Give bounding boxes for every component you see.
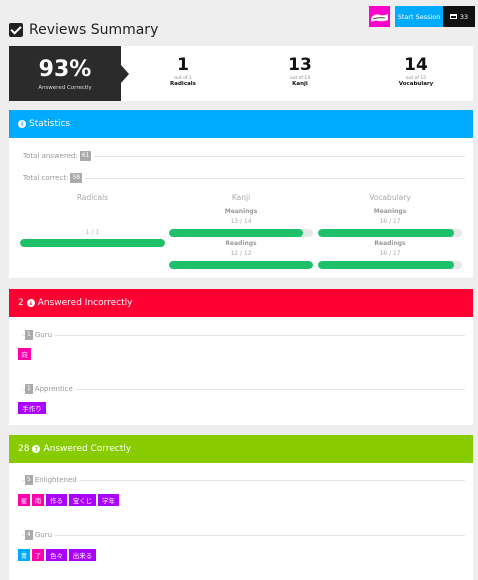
- correct-panel: 28 ↑ Answered Correctly 5 Enlightened 星 …: [9, 435, 473, 580]
- radicals-progress: [20, 239, 165, 247]
- vocabulary-item[interactable]: 色々: [46, 549, 67, 561]
- statistics-heading: Statistics: [29, 119, 71, 129]
- incorrect-panel: 2 ↓ Answered Incorrectly 1 Guru 向 1 Appr…: [9, 289, 473, 425]
- arrow-up-circle-icon: ↑: [32, 445, 41, 453]
- group-count-badge: 1: [25, 330, 33, 340]
- group-level-label: Guru: [34, 531, 53, 539]
- vocabulary-item[interactable]: 学年: [98, 494, 119, 506]
- vocabulary-stat: 14 out of 15 Vocabulary: [376, 55, 456, 88]
- radicals-out-of: out of 1: [174, 76, 192, 81]
- radicals-progress-fill: [20, 239, 165, 247]
- kanji-readings-label: Readings: [225, 240, 257, 247]
- kanji-readings-fraction: 12 / 12: [230, 250, 252, 257]
- avatar[interactable]: [369, 6, 390, 27]
- group-level-label: Apprentice: [34, 385, 73, 393]
- kanji-item[interactable]: 星: [18, 494, 30, 506]
- correct-count: 28: [18, 444, 30, 454]
- divider: [22, 535, 465, 536]
- vocabulary-item[interactable]: 宝くじ: [69, 494, 96, 506]
- radicals-count: 1: [177, 55, 189, 75]
- kanji-meanings-progress-fill: [169, 229, 303, 237]
- vocabulary-readings-progress-fill: [318, 261, 454, 269]
- vocabulary-meanings-progress-fill: [318, 229, 454, 237]
- group-count-badge: 1: [25, 384, 33, 394]
- vocabulary-meanings-progress: [318, 229, 462, 237]
- group-level-label: Enlightened: [34, 476, 77, 484]
- divider: [22, 156, 465, 157]
- kanji-meanings-label: Meanings: [224, 208, 258, 215]
- vocabulary-meanings-label: Meanings: [373, 208, 407, 215]
- radicals-fraction: 1 / 1: [85, 229, 100, 236]
- vocabulary-item[interactable]: 作る: [46, 494, 67, 506]
- vocabulary-readings-label: Readings: [374, 240, 406, 247]
- queue-count: 33: [459, 12, 469, 21]
- vocabulary-item[interactable]: 出来る: [69, 549, 96, 561]
- statistics-header[interactable]: i Statistics: [9, 110, 473, 138]
- group-guru: 4 Guru: [25, 530, 56, 540]
- top-bar: Reviews Summary Start Session 33: [0, 0, 478, 42]
- kanji-meanings-progress: [169, 229, 313, 237]
- kanji-readings-progress: [169, 261, 313, 269]
- vocabulary-column-title: Vocabulary: [369, 193, 411, 202]
- kanji-item[interactable]: 了: [32, 549, 44, 561]
- group-count-badge: 4: [25, 530, 33, 540]
- kanji-item[interactable]: 南: [32, 494, 44, 506]
- divider: [22, 389, 465, 390]
- kanji-stat: 13 out of 14 Kanji: [260, 55, 340, 88]
- percent-correct-box: 93% Answered Correctly: [9, 46, 129, 101]
- vocabulary-label: Vocabulary: [398, 81, 434, 87]
- summary-bar: 93% Answered Correctly 1 out of 1 Radica…: [9, 46, 473, 101]
- checkbox-icon: [9, 23, 23, 37]
- kanji-meanings-fraction: 13 / 14: [230, 218, 252, 225]
- correct-heading: Answered Correctly: [43, 444, 132, 454]
- group-apprentice: 1 Apprentice: [25, 384, 76, 394]
- radicals-label: Radicals: [170, 81, 196, 87]
- incorrect-count: 2: [18, 298, 24, 308]
- total-correct-label: Total correct:: [23, 174, 69, 182]
- inbox-icon: [449, 14, 457, 19]
- radical-item[interactable]: 青: [18, 549, 30, 561]
- vocabulary-readings-progress: [318, 261, 462, 269]
- kanji-out-of: out of 14: [289, 76, 311, 81]
- percent-correct-label: Answered Correctly: [38, 85, 92, 91]
- page-title: Reviews Summary: [29, 22, 159, 38]
- group-count-badge: 5: [25, 475, 33, 485]
- kanji-label: Kanji: [292, 81, 308, 87]
- group-level-label: Guru: [34, 331, 53, 339]
- total-answered-badge: 61: [79, 151, 92, 161]
- vocabulary-count: 14: [404, 55, 428, 75]
- divider: [22, 178, 465, 179]
- divider: [22, 480, 465, 481]
- group-enlightened: 5 Enlightened: [25, 475, 80, 485]
- vocabulary-readings-fraction: 16 / 17: [379, 250, 401, 257]
- review-queue-button[interactable]: 33: [443, 6, 475, 27]
- correct-header[interactable]: 28 ↑ Answered Correctly: [9, 435, 473, 463]
- radicals-stat: 1 out of 1 Radicals: [143, 55, 223, 88]
- start-session-button[interactable]: Start Session: [395, 6, 443, 27]
- statistics-panel: i Statistics Total answered: 61 Total co…: [9, 110, 473, 278]
- kanji-item[interactable]: 向: [18, 348, 31, 360]
- total-answered: Total answered: 61: [23, 151, 95, 161]
- vocabulary-item[interactable]: 手作り: [18, 402, 46, 414]
- radicals-column-title: Radicals: [76, 193, 109, 202]
- divider: [22, 335, 465, 336]
- kanji-column-title: Kanji: [231, 193, 251, 202]
- vocabulary-meanings-fraction: 16 / 17: [379, 218, 401, 225]
- total-correct: Total correct: 58: [23, 173, 86, 183]
- group-guru: 1 Guru: [25, 330, 56, 340]
- kanji-count: 13: [288, 55, 312, 75]
- total-correct-badge: 58: [70, 173, 83, 183]
- kanji-readings-progress-fill: [169, 261, 313, 269]
- arrow-down-circle-icon: ↓: [26, 299, 35, 307]
- incorrect-header[interactable]: 2 ↓ Answered Incorrectly: [9, 289, 473, 317]
- vocabulary-out-of: out of 15: [405, 76, 427, 81]
- incorrect-heading: Answered Incorrectly: [37, 298, 133, 308]
- percent-correct-value: 93%: [38, 57, 92, 82]
- total-answered-label: Total answered:: [23, 152, 78, 160]
- info-circle-icon: i: [18, 120, 26, 128]
- title-wrap: Reviews Summary: [9, 22, 158, 38]
